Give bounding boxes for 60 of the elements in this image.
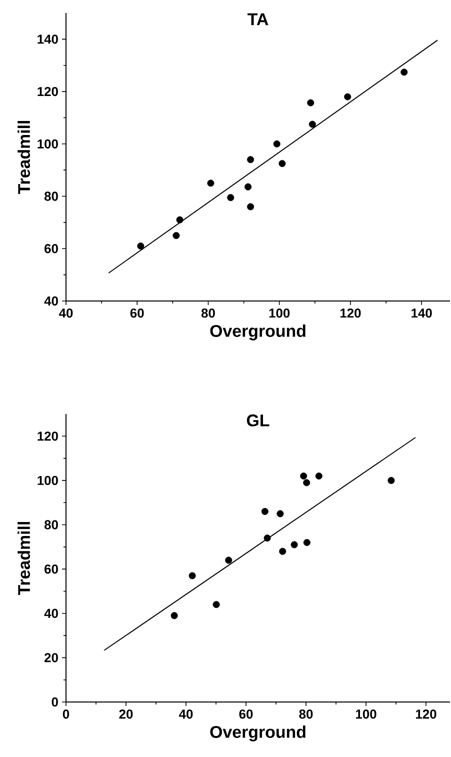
point xyxy=(188,572,196,580)
x-tick-label: 60 xyxy=(130,308,144,318)
point xyxy=(244,183,252,190)
y-tick-label: 140 xyxy=(38,34,58,44)
point xyxy=(207,180,214,187)
point xyxy=(247,156,254,164)
y-tick-label: 80 xyxy=(44,520,58,530)
point xyxy=(212,601,220,608)
point xyxy=(303,538,310,546)
x-tick-label: 60 xyxy=(239,710,253,719)
x-tick-label: 80 xyxy=(299,710,313,719)
point xyxy=(172,232,180,240)
point xyxy=(225,556,232,564)
point xyxy=(307,99,314,106)
x-axis-title: Overground xyxy=(210,726,306,742)
x-tick-label: 40 xyxy=(179,710,193,719)
y-tick-label: 40 xyxy=(44,608,58,618)
chart-title: TA xyxy=(248,13,268,26)
y-tick-label: 60 xyxy=(44,564,58,574)
x-tick-label: 40 xyxy=(59,308,73,318)
point xyxy=(300,472,308,480)
y-tick-label: 120 xyxy=(38,432,58,441)
y-axis-title: Treadmill xyxy=(18,121,30,194)
point xyxy=(308,120,316,128)
x-tick-label: 20 xyxy=(119,710,133,719)
point xyxy=(344,93,352,100)
x-axis-title: Overground xyxy=(210,324,306,340)
x-tick-label: 100 xyxy=(269,308,290,318)
point xyxy=(315,472,322,480)
point xyxy=(400,68,408,76)
point xyxy=(264,534,271,542)
x-tick-label: 140 xyxy=(412,308,432,318)
point xyxy=(170,612,178,620)
y-tick-label: 120 xyxy=(38,86,58,96)
point xyxy=(137,242,144,250)
y-tick-label: 100 xyxy=(38,139,58,148)
point xyxy=(227,194,234,202)
chart-title: GL xyxy=(246,414,270,426)
point xyxy=(276,510,284,518)
x-tick-label: 120 xyxy=(416,710,436,719)
point xyxy=(303,479,310,486)
point xyxy=(278,160,286,168)
y-tick-label: 60 xyxy=(44,244,58,254)
point xyxy=(273,140,280,148)
point xyxy=(388,476,395,484)
y-tick-label: 0 xyxy=(52,697,58,707)
point xyxy=(290,541,298,548)
y-tick-label: 20 xyxy=(44,653,58,662)
y-tick-label: 80 xyxy=(44,192,58,201)
x-tick-label: 120 xyxy=(340,308,361,318)
y-tick-label: 40 xyxy=(44,296,58,306)
point xyxy=(247,203,254,210)
y-tick-label: 100 xyxy=(38,476,58,486)
point xyxy=(261,508,268,515)
x-tick-label: 100 xyxy=(356,710,376,719)
point xyxy=(176,216,184,224)
y-axis-title: Treadmill xyxy=(18,522,30,595)
x-tick-label: 0 xyxy=(62,710,70,719)
point xyxy=(279,548,286,555)
x-tick-label: 80 xyxy=(201,308,215,318)
